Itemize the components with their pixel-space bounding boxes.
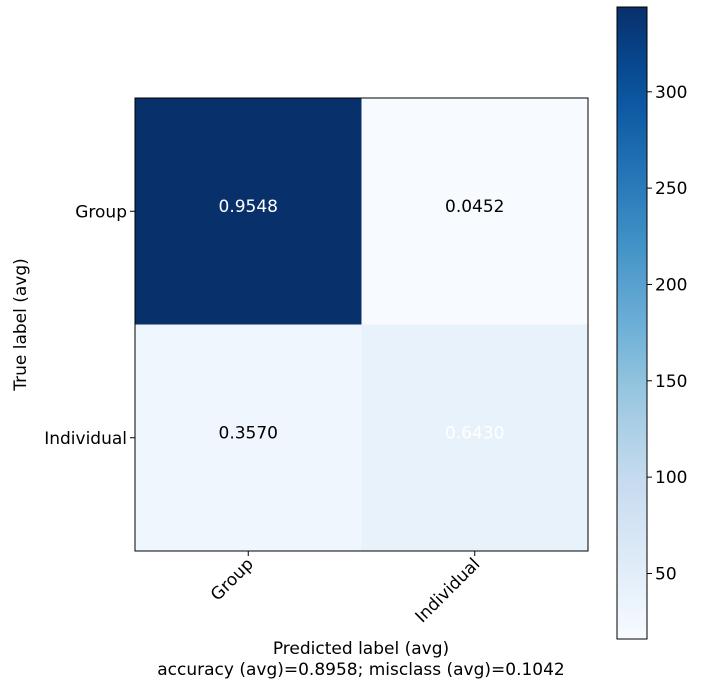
cell-value-label-0-1: 0.0452 xyxy=(445,197,504,217)
x-axis-label: Predicted label (avg) xyxy=(273,639,449,659)
x-tick-label: Individual xyxy=(412,554,485,627)
colorbar-tick-label: 200 xyxy=(655,275,687,295)
y-tick-label: Group xyxy=(75,202,127,222)
colorbar-tick-label: 300 xyxy=(655,83,687,103)
colorbar-tick-label: 250 xyxy=(655,179,687,199)
x-tick-label: Group xyxy=(207,554,258,605)
x-axis-ticks: Group Individual xyxy=(207,551,484,627)
colorbar-tick-label: 100 xyxy=(655,468,687,488)
y-axis-ticks: Group Individual xyxy=(44,202,135,449)
matrix-cell-1-0 xyxy=(135,324,362,551)
colorbar-tick-label: 50 xyxy=(655,564,677,584)
y-axis-label: True label (avg) xyxy=(11,258,31,392)
cell-value-label-1-0: 0.3570 xyxy=(219,424,278,444)
colorbar-tick-label: 150 xyxy=(655,372,687,392)
y-tick-label: Individual xyxy=(44,429,127,449)
cell-value-label-0-0: 0.9548 xyxy=(219,197,278,217)
colorbar xyxy=(616,6,648,640)
cell-value-label-1-1: 0.6430 xyxy=(445,424,504,444)
accuracy-footer: accuracy (avg)=0.8958; misclass (avg)=0.… xyxy=(157,660,565,680)
matrix-cells: 0.9548 0.0452 0.3570 0.6430 xyxy=(135,98,588,551)
plot-frame xyxy=(134,97,589,552)
matrix-cell-1-1 xyxy=(361,324,588,551)
matrix-cell-0-0 xyxy=(135,98,362,325)
matrix-cell-0-1 xyxy=(361,98,588,325)
colorbar-ticks: 50 100 150 200 250 300 xyxy=(647,83,687,584)
